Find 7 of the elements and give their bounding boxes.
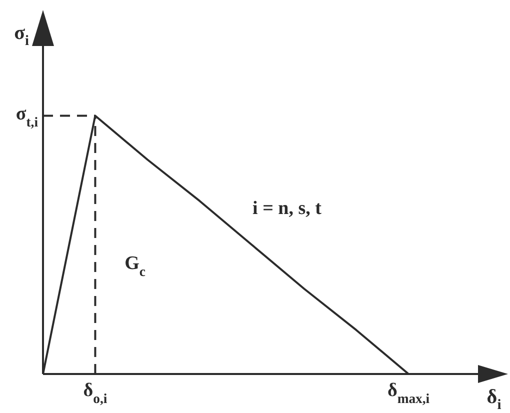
x-tick-label: δ$_{max,i}$ [387, 380, 430, 406]
x-axis-title: δ$_{i}$ [486, 386, 502, 413]
x-tick-label: δ$_{o,i}$ [83, 380, 108, 406]
ref-line-label: σ$_{t,i}$ [16, 104, 38, 130]
annotation: G$_{c}$ [124, 253, 146, 279]
y-axis-title: σ$_{i}$ [14, 22, 29, 50]
annotation: i = n, s, t [252, 198, 322, 220]
